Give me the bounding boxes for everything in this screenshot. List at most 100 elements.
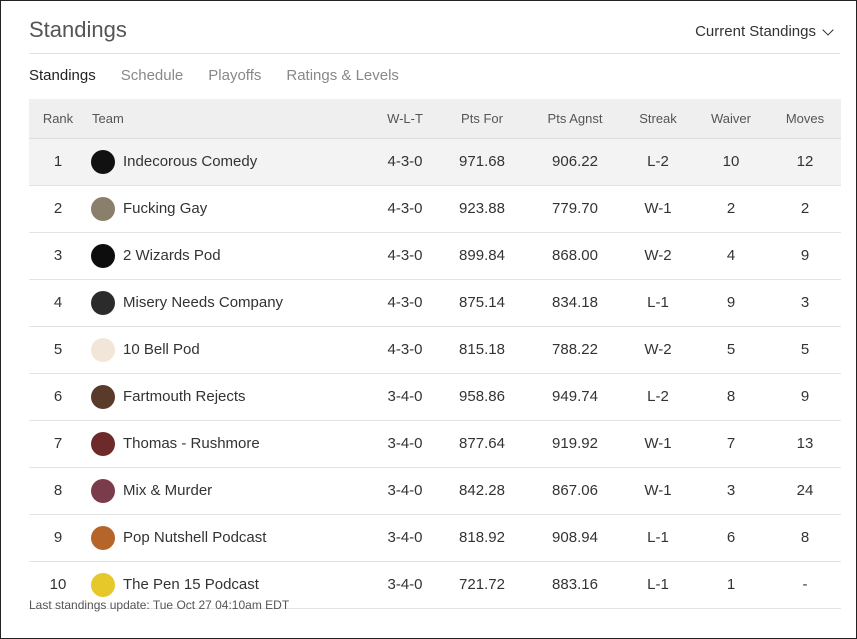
wlt-cell: 3-4-0 — [373, 373, 437, 421]
team-info[interactable]: Pop Nutshell Podcast — [91, 525, 372, 550]
tab-playoffs[interactable]: Playoffs — [208, 67, 262, 84]
team-info[interactable]: Misery Needs Company — [91, 290, 372, 315]
moves-cell: 12 — [769, 138, 841, 186]
column-header-pts-agnst: Pts Agnst — [527, 99, 623, 139]
team-info[interactable]: Thomas - Rushmore — [91, 431, 372, 456]
team-cell[interactable]: Mix & Murder — [87, 467, 373, 515]
team-name-link[interactable]: 2 Wizards Pod — [123, 247, 221, 264]
table-row[interactable]: 9 Pop Nutshell Podcast 3-4-0 818.92 908.… — [29, 514, 841, 562]
team-info[interactable]: Fartmouth Rejects — [91, 384, 372, 409]
team-name-link[interactable]: 10 Bell Pod — [123, 341, 200, 358]
team-name-link[interactable]: Thomas - Rushmore — [123, 435, 260, 452]
team-info[interactable]: Indecorous Comedy — [91, 149, 372, 174]
moves-cell: - — [769, 561, 841, 609]
team-name-link[interactable]: Misery Needs Company — [123, 294, 284, 311]
tab-standings[interactable]: Standings — [29, 67, 96, 84]
waiver-cell: 9 — [693, 279, 769, 327]
moves-cell: 9 — [769, 373, 841, 421]
column-header-moves: Moves — [769, 99, 841, 139]
wlt-cell: 4-3-0 — [373, 138, 437, 186]
table-row[interactable]: 3 2 Wizards Pod 4-3-0 899.84 868.00 W-2 … — [29, 232, 841, 280]
team-name-link[interactable]: Mix & Murder — [123, 482, 213, 499]
pts-agnst-cell: 868.00 — [527, 232, 623, 280]
waiver-cell: 8 — [693, 373, 769, 421]
pts-for-cell: 875.14 — [437, 279, 527, 327]
table-row[interactable]: 1 Indecorous Comedy 4-3-0 971.68 906.22 … — [29, 138, 841, 186]
team-info[interactable]: 2 Wizards Pod — [91, 243, 372, 268]
pts-agnst-cell: 834.18 — [527, 279, 623, 327]
standings-table: Rank Team W-L-T Pts For Pts Agnst Streak… — [29, 99, 841, 609]
streak-cell: L-1 — [623, 279, 693, 327]
standings-view-label: Current Standings — [695, 23, 816, 40]
team-cell[interactable]: Indecorous Comedy — [87, 138, 373, 186]
moves-cell: 3 — [769, 279, 841, 327]
team-avatar[interactable] — [91, 525, 115, 550]
standings-view-dropdown[interactable]: Current Standings — [695, 23, 834, 40]
table-row[interactable]: 6 Fartmouth Rejects 3-4-0 958.86 949.74 … — [29, 373, 841, 421]
team-avatar[interactable] — [91, 243, 115, 268]
rank-cell: 2 — [29, 185, 87, 233]
last-update-text: Last standings update: Tue Oct 27 04:10a… — [29, 598, 290, 612]
table-row[interactable]: 10 The Pen 15 Podcast 3-4-0 721.72 883.1… — [29, 561, 841, 609]
team-avatar[interactable] — [91, 149, 115, 174]
team-info[interactable]: Fucking Gay — [91, 196, 372, 221]
streak-cell: L-2 — [623, 138, 693, 186]
moves-cell: 24 — [769, 467, 841, 515]
streak-cell: W-1 — [623, 467, 693, 515]
team-name-link[interactable]: Fucking Gay — [123, 200, 208, 217]
pts-for-cell: 877.64 — [437, 420, 527, 468]
team-cell[interactable]: Misery Needs Company — [87, 279, 373, 327]
tab-bar: Standings Schedule Playoffs Ratings & Le… — [29, 67, 424, 84]
team-cell[interactable]: 2 Wizards Pod — [87, 232, 373, 280]
team-avatar[interactable] — [91, 431, 115, 456]
team-cell[interactable]: Fartmouth Rejects — [87, 373, 373, 421]
standings-header: Standings Current Standings — [29, 15, 840, 54]
pts-agnst-cell: 906.22 — [527, 138, 623, 186]
team-avatar[interactable] — [91, 478, 115, 503]
streak-cell: L-1 — [623, 514, 693, 562]
rank-cell: 8 — [29, 467, 87, 515]
team-info[interactable]: 10 Bell Pod — [91, 337, 372, 362]
moves-cell: 5 — [769, 326, 841, 374]
moves-cell: 2 — [769, 185, 841, 233]
waiver-cell: 2 — [693, 185, 769, 233]
team-avatar[interactable] — [91, 196, 115, 221]
standings-table-body: 1 Indecorous Comedy 4-3-0 971.68 906.22 … — [29, 138, 841, 609]
team-info[interactable]: The Pen 15 Podcast — [91, 572, 372, 597]
tab-ratings-levels[interactable]: Ratings & Levels — [286, 67, 399, 84]
pts-agnst-cell: 908.94 — [527, 514, 623, 562]
table-row[interactable]: 2 Fucking Gay 4-3-0 923.88 779.70 W-1 2 … — [29, 185, 841, 233]
team-name-link[interactable]: The Pen 15 Podcast — [123, 576, 259, 593]
streak-cell: W-1 — [623, 185, 693, 233]
team-info[interactable]: Mix & Murder — [91, 478, 372, 503]
team-name-link[interactable]: Indecorous Comedy — [123, 153, 258, 170]
team-cell[interactable]: 10 Bell Pod — [87, 326, 373, 374]
team-cell[interactable]: The Pen 15 Podcast — [87, 561, 373, 609]
team-name-link[interactable]: Fartmouth Rejects — [123, 388, 246, 405]
streak-cell: W-1 — [623, 420, 693, 468]
tab-schedule[interactable]: Schedule — [120, 67, 184, 84]
moves-cell: 9 — [769, 232, 841, 280]
rank-cell: 5 — [29, 326, 87, 374]
team-avatar[interactable] — [91, 384, 115, 409]
table-row[interactable]: 4 Misery Needs Company 4-3-0 875.14 834.… — [29, 279, 841, 327]
team-cell[interactable]: Pop Nutshell Podcast — [87, 514, 373, 562]
pts-for-cell: 923.88 — [437, 185, 527, 233]
table-row[interactable]: 5 10 Bell Pod 4-3-0 815.18 788.22 W-2 5 … — [29, 326, 841, 374]
wlt-cell: 4-3-0 — [373, 326, 437, 374]
waiver-cell: 1 — [693, 561, 769, 609]
wlt-cell: 4-3-0 — [373, 279, 437, 327]
rank-cell: 6 — [29, 373, 87, 421]
moves-cell: 8 — [769, 514, 841, 562]
team-cell[interactable]: Thomas - Rushmore — [87, 420, 373, 468]
team-avatar[interactable] — [91, 290, 115, 315]
column-header-waiver: Waiver — [693, 99, 769, 139]
column-header-team: Team — [87, 99, 373, 139]
team-name-link[interactable]: Pop Nutshell Podcast — [123, 529, 267, 546]
rank-cell: 7 — [29, 420, 87, 468]
table-row[interactable]: 7 Thomas - Rushmore 3-4-0 877.64 919.92 … — [29, 420, 841, 468]
team-avatar[interactable] — [91, 337, 115, 362]
table-row[interactable]: 8 Mix & Murder 3-4-0 842.28 867.06 W-1 3… — [29, 467, 841, 515]
team-avatar[interactable] — [91, 572, 115, 597]
team-cell[interactable]: Fucking Gay — [87, 185, 373, 233]
